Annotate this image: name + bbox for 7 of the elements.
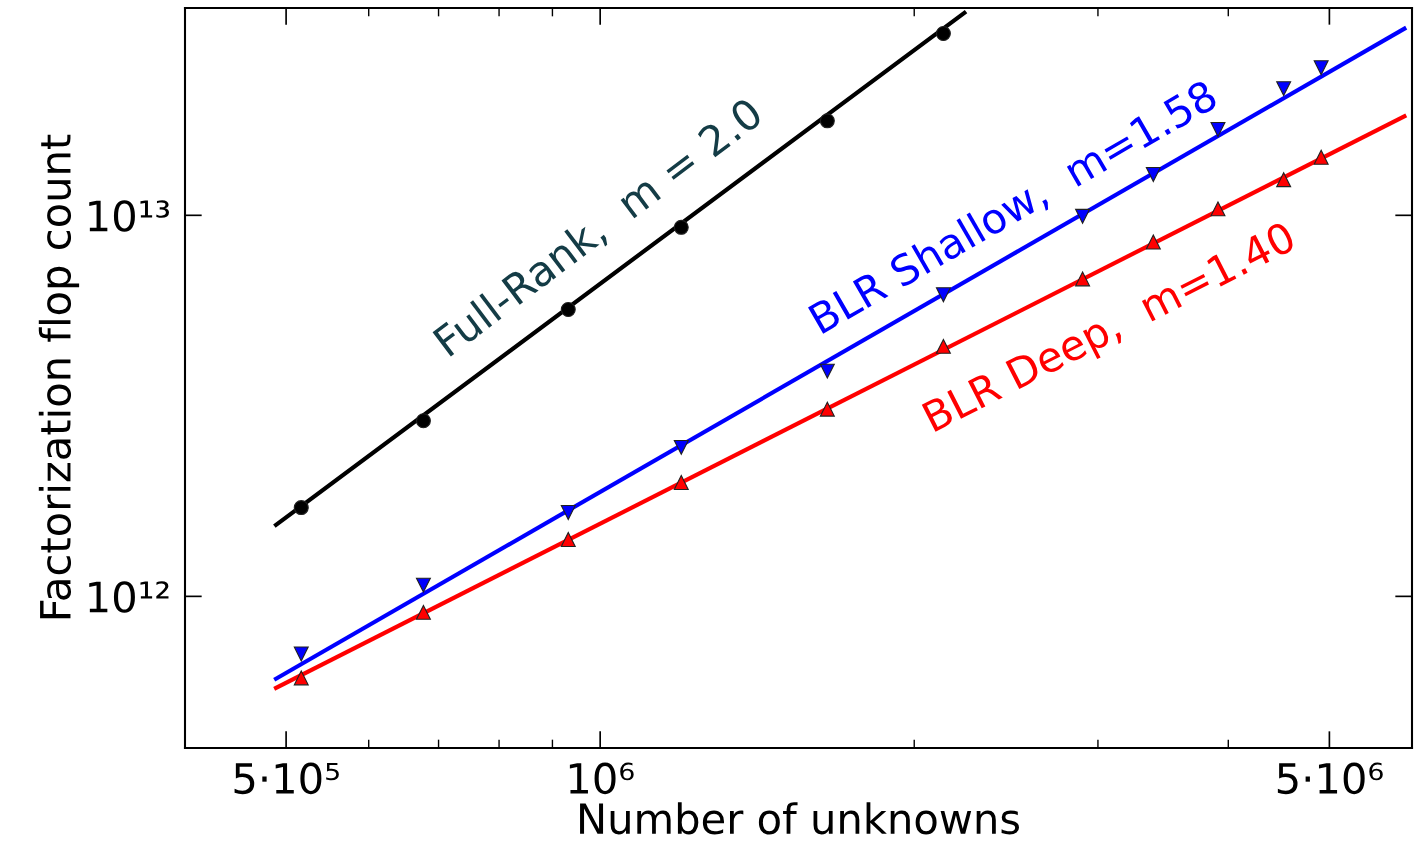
y-tick-label: 10¹²: [89, 581, 169, 613]
y-tick-label: 10¹³: [89, 200, 169, 232]
x-tick-label: 5·10⁶: [1277, 762, 1383, 795]
x-tick-label: 10⁶: [569, 762, 634, 795]
y-axis-title: Factorization flop count: [38, 134, 80, 619]
x-tick-label: 5·10⁵: [234, 762, 339, 795]
x-axis-title: Number of unknowns: [580, 802, 1020, 835]
